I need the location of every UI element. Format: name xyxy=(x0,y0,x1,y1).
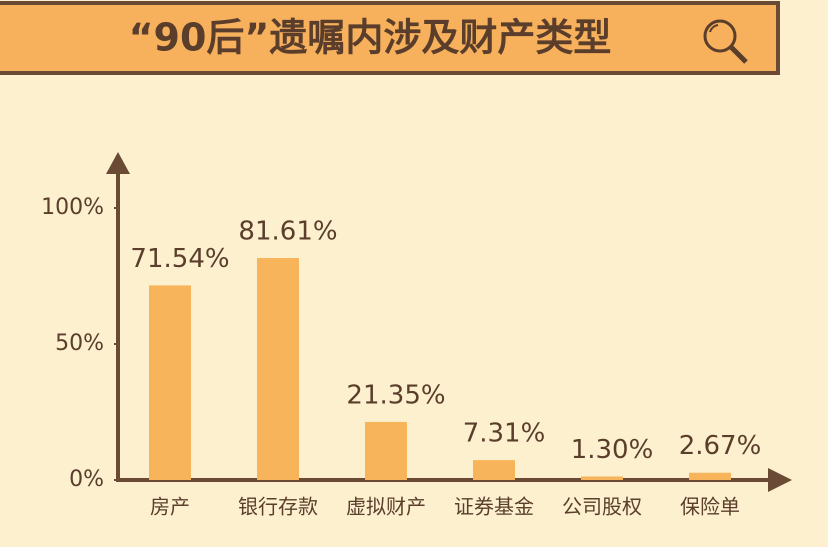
value-label: 81.61% xyxy=(238,217,337,247)
x-tick-label: 房产 xyxy=(150,495,190,519)
x-tick-label: 保险单 xyxy=(680,495,740,519)
value-label: 2.67% xyxy=(679,431,762,461)
chart-title: “90后”遗嘱内涉及财产类型 xyxy=(129,16,612,60)
bar xyxy=(365,421,407,480)
bar xyxy=(257,258,299,480)
x-tick-label: 银行存款 xyxy=(238,495,318,519)
y-tick-label: 0% xyxy=(69,467,104,492)
x-tick-label: 证券基金 xyxy=(454,495,534,519)
bar xyxy=(473,460,515,480)
bar xyxy=(689,472,731,480)
value-label: 7.31% xyxy=(463,419,546,449)
x-tick-label: 公司股权 xyxy=(562,495,642,519)
title-banner xyxy=(0,1,780,75)
axes xyxy=(106,152,792,492)
y-tick-label: 100% xyxy=(41,195,104,220)
value-label: 1.30% xyxy=(571,435,654,465)
bar xyxy=(581,476,623,480)
x-tick-label: 虚拟财产 xyxy=(346,495,426,519)
value-label: 21.35% xyxy=(346,380,445,410)
y-tick-label: 50% xyxy=(55,331,104,356)
bar xyxy=(149,285,191,480)
search-icon xyxy=(703,19,748,64)
value-label: 71.54% xyxy=(130,244,229,274)
